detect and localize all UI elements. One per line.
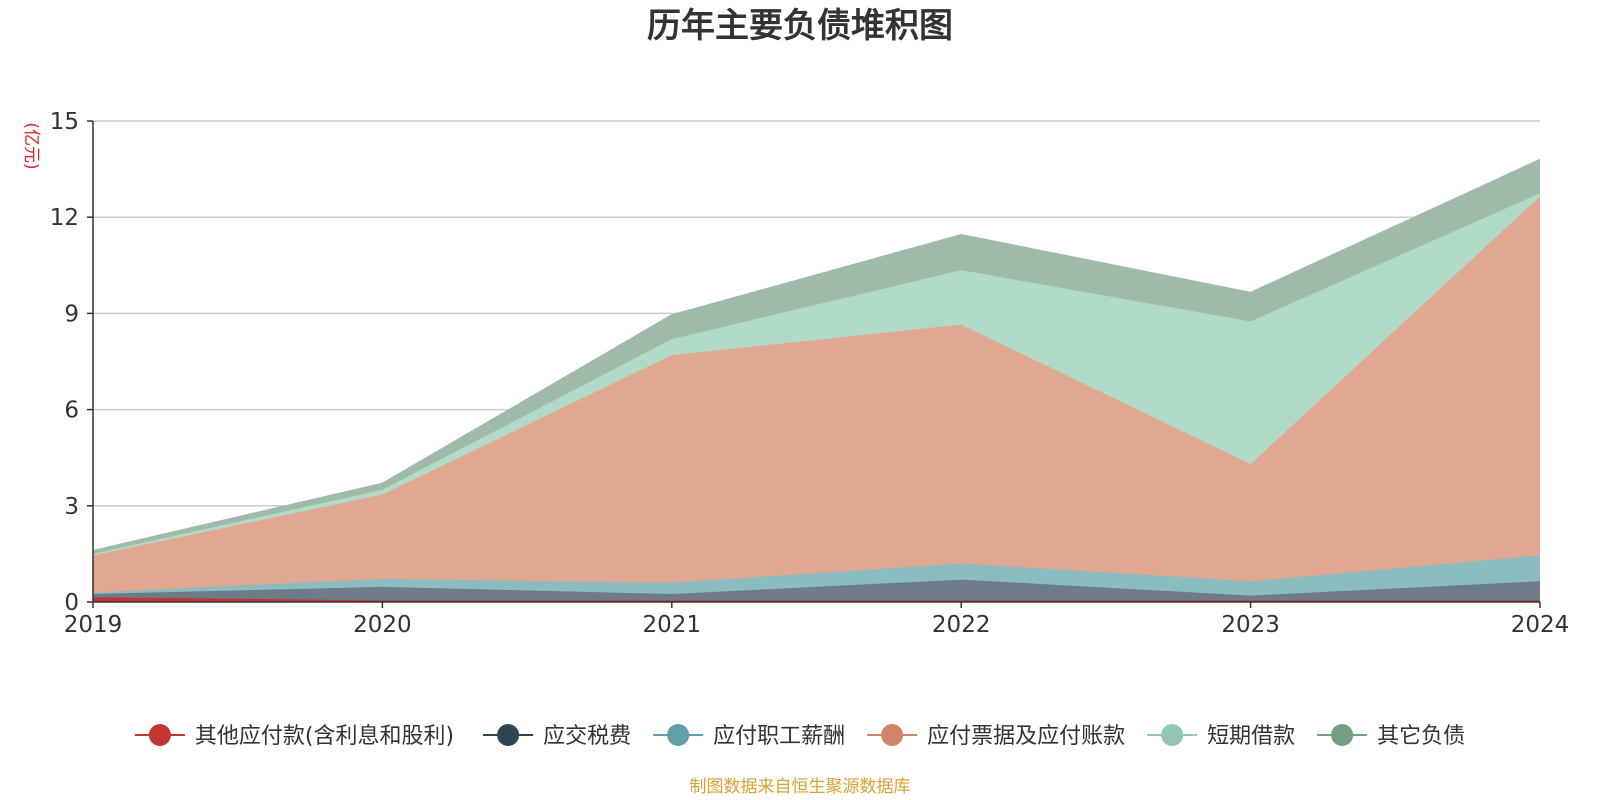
y-tick-label: 9 [64,301,79,327]
legend-label: 应付职工薪酬 [713,724,845,749]
x-tick-label: 2023 [1221,612,1280,638]
legend-circle-icon [1161,724,1184,746]
y-tick-label: 3 [64,494,79,520]
legend-circle-icon [667,724,690,746]
legend-item-1[interactable]: 应交税费 [483,724,631,749]
y-tick-label: 15 [50,109,79,135]
legend-circle-icon [881,724,904,746]
x-tick-label: 2021 [643,612,702,638]
x-tick-label: 2019 [64,612,123,638]
axes: 0 3 6 9 12 15 2019 2020 2021 2022 2023 2024 [50,109,1570,638]
area-series-2 [93,555,1540,596]
legend-circle-icon [1331,724,1354,746]
legend-label: 应付票据及应付账款 [927,724,1125,749]
y-tick-label: 12 [50,205,79,231]
x-tick-label: 2024 [1511,612,1570,638]
y-tick-label: 6 [64,398,79,424]
y-axis-unit-label: (亿元) [21,122,41,169]
area-series-1 [93,579,1540,601]
legend-label: 其它负债 [1377,724,1465,749]
legend-item-4[interactable]: 短期借款 [1147,724,1295,749]
legend-label: 短期借款 [1207,724,1295,749]
source-note: 制图数据来自恒生聚源数据库 [690,777,911,797]
legend-label: 应交税费 [543,724,631,749]
x-tick-label: 2020 [353,612,412,638]
legend-circle-icon [497,724,520,746]
legend-item-5[interactable]: 其它负债 [1317,724,1465,749]
area-series-layer [92,158,1541,602]
area-series-3 [93,196,1540,593]
legend-item-0[interactable]: 其他应付款(含利息和股利) [134,724,454,749]
y-tick-label: 0 [64,590,79,616]
legend[interactable]: 其他应付款(含利息和股利) 应交税费 应付职工薪酬 应付票据及应付账款 短期借款 其它负债 [134,724,1465,749]
legend-item-2[interactable]: 应付职工薪酬 [653,724,845,749]
area-series-4 [93,193,1540,556]
legend-circle-icon [148,724,171,746]
x-tick-label: 2022 [932,612,991,638]
legend-item-3[interactable]: 应付票据及应付账款 [867,724,1125,749]
chart-title: 历年主要负债堆积图 [647,6,953,46]
area-series-edge-5 [92,158,1541,552]
legend-label: 其他应付款(含利息和股利) [195,724,454,749]
